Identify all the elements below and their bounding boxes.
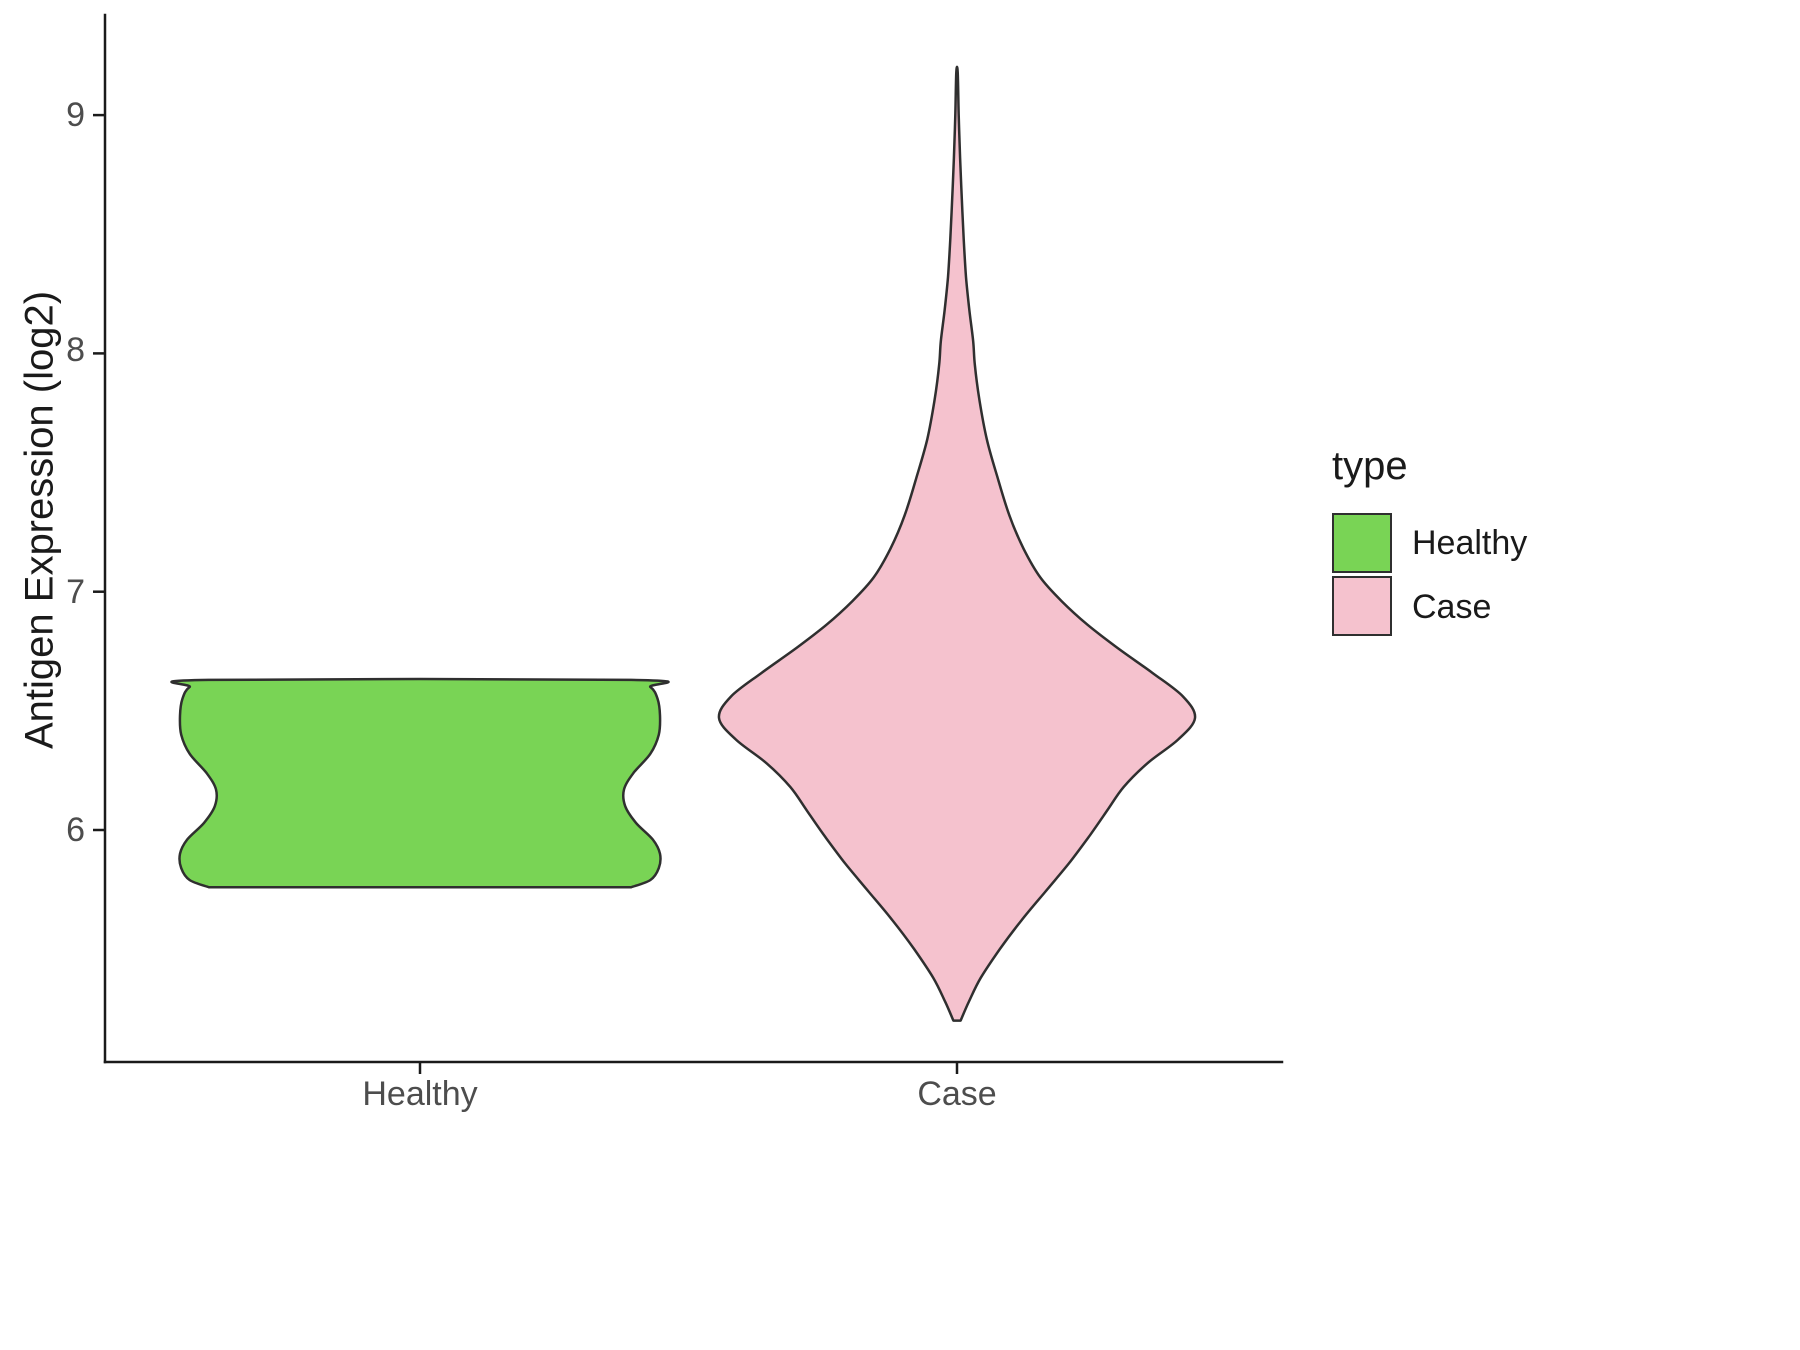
y-tick-label-9: 9: [66, 96, 85, 134]
legend-swatch-case: [1332, 575, 1392, 636]
x-tick-label-case: Case: [917, 1075, 997, 1113]
legend-label-healthy: Healthy: [1412, 523, 1528, 562]
y-tick-label-8: 8: [66, 331, 85, 369]
y-tick-label-7: 7: [66, 573, 85, 611]
legend-keys: Healthy Case: [1332, 511, 1527, 639]
legend-swatch-healthy: [1332, 513, 1392, 573]
violin-healthy: [170, 677, 670, 889]
y-tick-label-6: 6: [66, 811, 85, 849]
legend-label-case: Case: [1412, 587, 1492, 626]
legend-entry-healthy: Healthy: [1332, 511, 1527, 575]
legend-entry-case: Case: [1332, 575, 1527, 639]
legend-title: type: [1332, 444, 1408, 488]
legend: type Healthy Case: [1332, 444, 1527, 639]
violin-case: [717, 65, 1197, 1022]
x-tick-label-healthy: Healthy: [362, 1075, 478, 1113]
